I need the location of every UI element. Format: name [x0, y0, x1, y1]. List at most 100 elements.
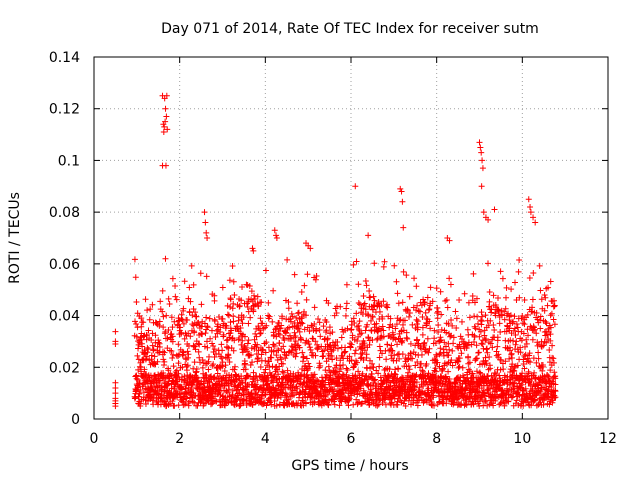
data-point: [201, 209, 208, 216]
data-point: [239, 349, 246, 356]
data-point: [395, 300, 402, 307]
data-point: [219, 359, 226, 366]
data-point: [375, 370, 382, 377]
data-point: [273, 235, 280, 241]
data-point: [210, 343, 217, 350]
data-point: [320, 352, 327, 359]
data-point: [371, 297, 378, 304]
data-point: [168, 347, 175, 354]
data-point: [511, 279, 518, 286]
data-point: [370, 306, 377, 313]
data-point: [193, 366, 200, 373]
data-point: [381, 258, 388, 265]
data-point: [204, 344, 211, 351]
x-tick-label: 0: [90, 431, 99, 447]
data-point: [332, 393, 339, 400]
data-point: [388, 347, 395, 354]
data-point: [175, 370, 182, 377]
data-point: [365, 232, 372, 239]
data-point: [425, 370, 432, 377]
data-point: [255, 355, 262, 362]
data-point: [163, 113, 170, 120]
data-point: [188, 262, 195, 269]
data-point: [359, 400, 366, 407]
data-point: [419, 367, 426, 374]
data-point: [136, 390, 143, 397]
data-point: [343, 281, 350, 288]
data-point: [346, 374, 353, 381]
data-point: [489, 344, 496, 351]
data-point: [195, 340, 202, 347]
data-point: [422, 309, 429, 316]
data-point: [372, 376, 379, 383]
data-point: [271, 342, 278, 349]
data-point: [330, 347, 337, 354]
data-point: [479, 360, 486, 367]
data-point: [409, 355, 416, 362]
data-point: [288, 349, 295, 356]
data-point: [266, 363, 273, 370]
data-point: [279, 313, 286, 320]
data-point: [320, 323, 327, 330]
data-point: [476, 139, 483, 146]
data-point: [112, 341, 119, 348]
data-point: [481, 398, 488, 405]
data-point: [532, 326, 539, 333]
data-point: [204, 324, 211, 331]
data-point: [391, 352, 398, 359]
data-point: [406, 293, 413, 300]
data-point: [412, 362, 419, 369]
data-point: [277, 325, 284, 332]
data-point: [434, 305, 441, 312]
data-point: [196, 341, 203, 348]
data-point: [483, 335, 490, 342]
data-point: [148, 352, 155, 359]
data-point: [350, 401, 357, 408]
data-point: [161, 349, 168, 356]
data-point: [225, 312, 232, 319]
data-point: [151, 360, 158, 367]
data-point: [242, 366, 249, 373]
data-point: [161, 358, 168, 365]
data-point: [520, 330, 527, 337]
data-point: [254, 293, 261, 300]
data-point: [497, 329, 504, 336]
data-point: [458, 350, 465, 357]
data-point: [397, 316, 404, 323]
data-point: [297, 376, 304, 383]
data-point: [379, 350, 386, 357]
data-point: [411, 275, 418, 282]
data-point: [334, 345, 341, 352]
data-point: [370, 293, 377, 300]
data-point: [133, 333, 140, 340]
data-point: [537, 390, 544, 397]
data-point: [227, 303, 234, 310]
data-point: [151, 353, 158, 360]
data-point: [133, 320, 140, 327]
data-point: [266, 313, 273, 320]
data-point: [380, 333, 387, 340]
data-point: [177, 324, 184, 331]
data-point: [239, 379, 246, 386]
data-point: [289, 313, 296, 320]
data-point: [543, 320, 550, 327]
data-point: [383, 356, 390, 363]
data-point: [393, 321, 400, 328]
data-point: [159, 287, 166, 294]
data-point: [303, 296, 310, 303]
data-point: [224, 311, 231, 318]
data-point: [361, 340, 368, 347]
data-point: [199, 331, 206, 338]
data-point: [522, 385, 529, 392]
data-point: [403, 272, 410, 279]
data-point: [464, 342, 471, 349]
data-point: [133, 298, 140, 305]
data-point: [134, 352, 141, 359]
data-point: [443, 297, 450, 304]
data-point: [551, 302, 558, 309]
data-point: [246, 283, 253, 290]
data-point: [244, 348, 251, 355]
data-point: [413, 307, 420, 314]
y-tick-label: 0: [71, 412, 80, 428]
data-point: [530, 269, 537, 276]
